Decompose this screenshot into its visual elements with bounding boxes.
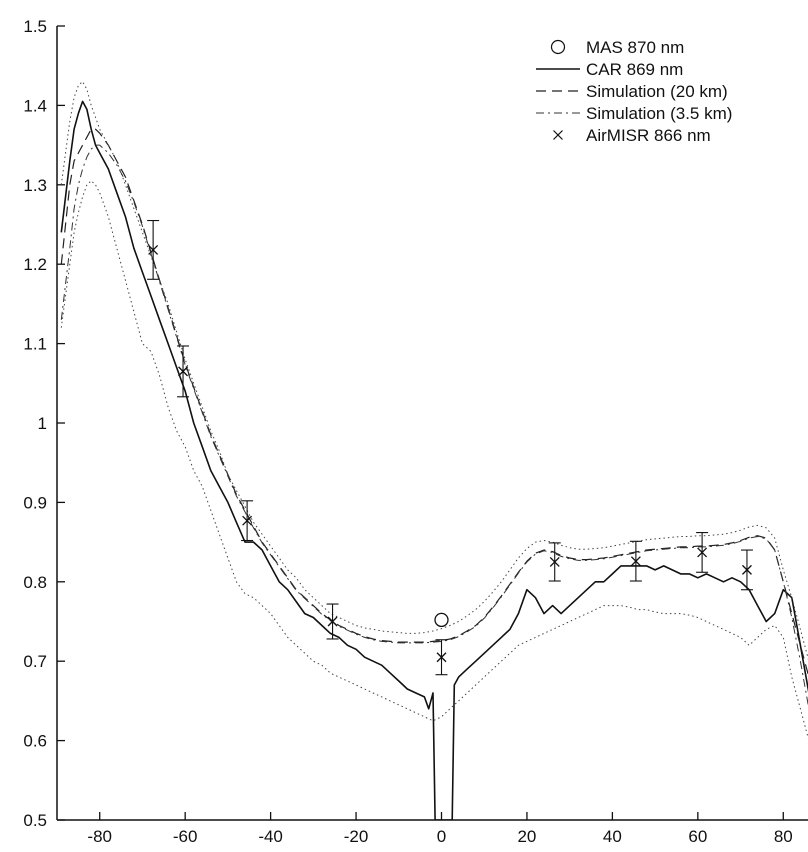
airmisr-point xyxy=(629,540,642,582)
airmisr-point xyxy=(326,603,339,640)
y-tick-label: 0.6 xyxy=(23,732,47,751)
legend-entry: MAS 870 nm xyxy=(550,38,684,57)
y-tick-label: 0.9 xyxy=(23,493,47,512)
legend-label: MAS 870 nm xyxy=(586,38,684,57)
y-tick-label: 1.2 xyxy=(23,255,47,274)
x-ticks: -80 -60 -40 -20 0 20 40 60 80 xyxy=(87,812,793,846)
x-marker-stroke xyxy=(327,616,338,627)
airmisr-point xyxy=(177,345,190,398)
legend-entry: AirMISR 866 nm xyxy=(553,126,711,145)
x-marker-stroke xyxy=(436,652,447,663)
legend-label: CAR 869 nm xyxy=(586,60,683,79)
x-tick-label: -40 xyxy=(258,827,283,846)
airmisr-point xyxy=(696,532,709,573)
x-marker-stroke xyxy=(697,547,708,558)
y-ticks: 0.5 0.6 0.7 0.8 0.9 1 1.1 1.2 1.3 1.4 1.5 xyxy=(23,17,65,830)
x-marker-stroke xyxy=(742,564,752,575)
legend-swatch xyxy=(553,130,563,140)
airmisr-point xyxy=(740,549,753,591)
airmisr-point xyxy=(548,542,561,582)
x-marker-stroke xyxy=(178,366,188,377)
x-tick-label: 80 xyxy=(774,827,793,846)
legend-entry: CAR 869 nm xyxy=(536,60,683,79)
x-tick-label: 20 xyxy=(517,827,536,846)
series-line-solid xyxy=(60,100,808,820)
y-tick-label: 0.7 xyxy=(23,652,47,671)
y-tick-label: 1.1 xyxy=(23,335,47,354)
y-tick-label: 1 xyxy=(38,414,47,433)
airmisr-point xyxy=(435,639,448,676)
x-tick-label: -80 xyxy=(87,827,112,846)
series-line-dotted-envelope-upper xyxy=(60,81,808,660)
x-tick-label: -20 xyxy=(344,827,369,846)
series-line-dashed xyxy=(60,128,808,677)
marker-layer xyxy=(434,612,449,628)
airmisr-point xyxy=(241,500,254,542)
legend-entry: Simulation (20 km) xyxy=(536,82,728,101)
x-marker-stroke xyxy=(242,515,253,526)
x-marker-stroke xyxy=(630,556,641,567)
legend-label: AirMISR 866 nm xyxy=(586,126,711,145)
x-tick-label: 0 xyxy=(437,827,446,846)
legend-swatch xyxy=(550,39,566,55)
series-line-dash-dot xyxy=(60,144,808,707)
legend: MAS 870 nm CAR 869 nm Simulation (20 km) Si… xyxy=(536,38,732,145)
y-tick-label: 0.8 xyxy=(23,573,47,592)
y-tick-label: 0.5 xyxy=(23,811,47,830)
mas-point xyxy=(434,612,449,628)
x-tick-label: -60 xyxy=(173,827,198,846)
legend-label: Simulation (20 km) xyxy=(586,82,728,101)
legend-label: Simulation (3.5 km) xyxy=(586,104,732,123)
y-tick-label: 1.5 xyxy=(23,17,47,36)
x-marker-stroke xyxy=(148,244,159,255)
x-tick-label: 40 xyxy=(603,827,622,846)
x-marker-stroke xyxy=(549,556,560,567)
y-tick-label: 1.4 xyxy=(23,96,47,115)
legend-entry: Simulation (3.5 km) xyxy=(536,104,732,123)
x-tick-label: 60 xyxy=(688,827,707,846)
errorbar-layer xyxy=(147,219,753,676)
series-layer xyxy=(60,81,808,820)
y-tick-label: 1.3 xyxy=(23,176,47,195)
series-line-dotted-envelope-lower xyxy=(60,180,808,740)
airmisr-point xyxy=(147,219,160,280)
